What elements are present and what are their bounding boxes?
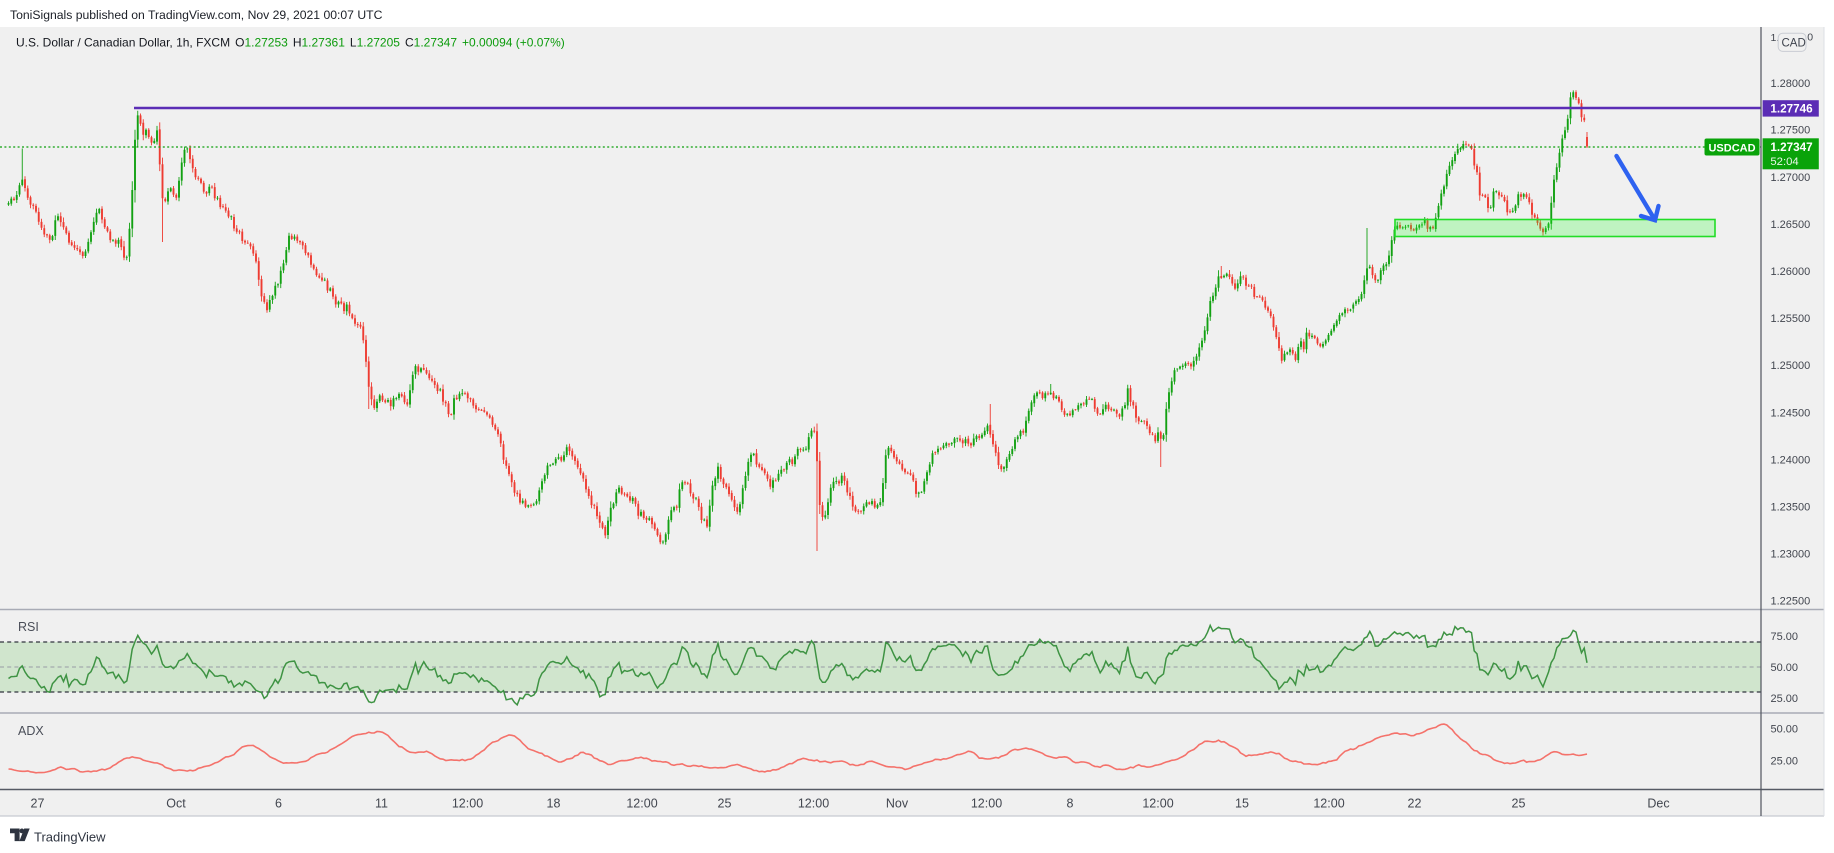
svg-text:25: 25 — [1512, 797, 1526, 811]
svg-text:1.27000: 1.27000 — [1771, 172, 1811, 184]
svg-text:50.00: 50.00 — [1771, 662, 1799, 674]
svg-text:12:00: 12:00 — [1313, 797, 1344, 811]
svg-text:RSI: RSI — [18, 620, 39, 634]
svg-text:12:00: 12:00 — [798, 797, 829, 811]
svg-text:50.00: 50.00 — [1771, 723, 1799, 735]
svg-text:0: 0 — [1807, 32, 1813, 44]
svg-text:11: 11 — [375, 797, 388, 811]
svg-text:75.00: 75.00 — [1771, 631, 1799, 643]
svg-text:1.25500: 1.25500 — [1771, 313, 1811, 325]
svg-text:Nov: Nov — [886, 797, 909, 811]
svg-text:1.24500: 1.24500 — [1771, 407, 1811, 419]
svg-text:1.27746: 1.27746 — [1770, 103, 1813, 116]
svg-text:1.25000: 1.25000 — [1771, 360, 1811, 372]
svg-text:USDCAD: USDCAD — [1708, 143, 1755, 155]
svg-text:Dec: Dec — [1647, 797, 1669, 811]
svg-text:CAD: CAD — [1782, 38, 1806, 50]
svg-text:22: 22 — [1408, 797, 1422, 811]
svg-text:TradingView: TradingView — [34, 830, 106, 845]
svg-text:12:00: 12:00 — [971, 797, 1002, 811]
svg-text:U.S. Dollar / Canadian Dollar,: U.S. Dollar / Canadian Dollar, 1h, FXCM O… — [16, 36, 565, 50]
svg-text:1.27347: 1.27347 — [1770, 141, 1812, 154]
svg-text:ToniSignals published on Tradi: ToniSignals published on TradingView.com… — [10, 8, 383, 22]
svg-text:1.26000: 1.26000 — [1771, 266, 1811, 278]
svg-text:25: 25 — [718, 797, 732, 811]
svg-text:12:00: 12:00 — [1142, 797, 1173, 811]
svg-text:1.28000: 1.28000 — [1771, 78, 1811, 90]
svg-text:18: 18 — [547, 797, 561, 811]
svg-text:12:00: 12:00 — [626, 797, 657, 811]
svg-text:25.00: 25.00 — [1771, 755, 1799, 767]
svg-text:1.22500: 1.22500 — [1771, 596, 1811, 608]
svg-text:8: 8 — [1067, 797, 1074, 811]
svg-text:1.26500: 1.26500 — [1771, 219, 1811, 231]
svg-text:15: 15 — [1235, 797, 1249, 811]
svg-text:25.00: 25.00 — [1771, 693, 1799, 705]
svg-text:52:04: 52:04 — [1770, 156, 1798, 168]
svg-text:27: 27 — [31, 797, 45, 811]
svg-text:1.23500: 1.23500 — [1771, 502, 1811, 514]
svg-text:Oct: Oct — [166, 797, 186, 811]
svg-text:ADX: ADX — [18, 724, 44, 738]
svg-text:12:00: 12:00 — [452, 797, 483, 811]
svg-text:1.27500: 1.27500 — [1771, 125, 1811, 137]
svg-text:1.: 1. — [1771, 32, 1780, 44]
svg-text:6: 6 — [275, 797, 282, 811]
svg-text:1.23000: 1.23000 — [1771, 549, 1811, 561]
svg-text:1.24000: 1.24000 — [1771, 454, 1811, 466]
